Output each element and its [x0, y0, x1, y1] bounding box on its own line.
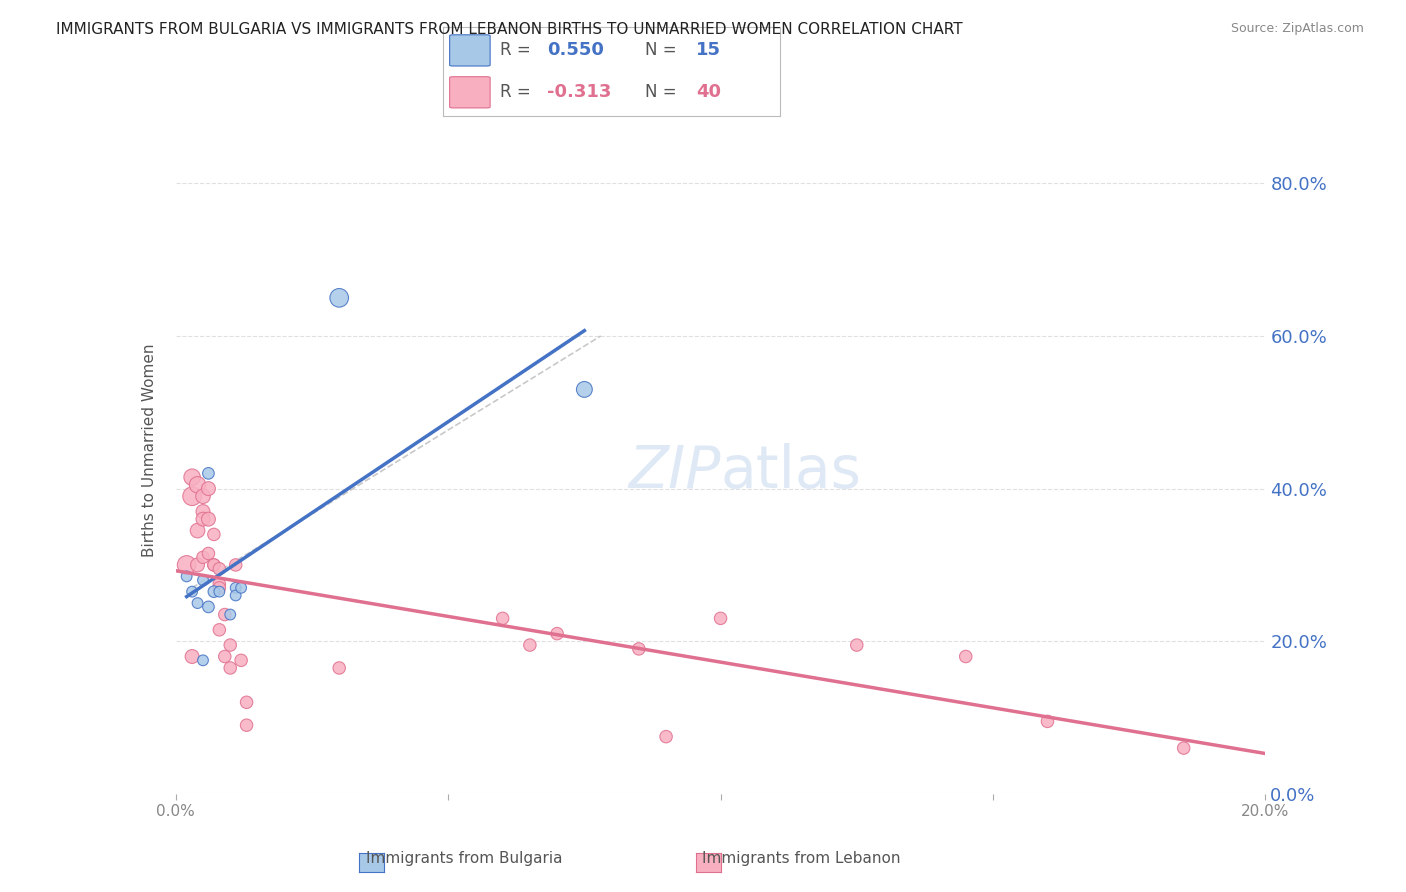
Y-axis label: Births to Unmarried Women: Births to Unmarried Women: [142, 343, 157, 558]
Text: Immigrants from Lebanon: Immigrants from Lebanon: [702, 851, 901, 865]
Point: [181, 649, 204, 664]
Point: [519, 638, 541, 652]
Point: [235, 695, 257, 709]
Point: [197, 467, 219, 481]
Point: [231, 653, 253, 667]
Point: [214, 649, 236, 664]
Point: [191, 504, 214, 518]
Point: [1173, 741, 1195, 756]
Point: [955, 649, 977, 664]
Text: -0.313: -0.313: [547, 83, 612, 102]
Point: [710, 611, 733, 625]
Point: [546, 626, 568, 640]
Point: [208, 577, 231, 591]
Text: Source: ZipAtlas.com: Source: ZipAtlas.com: [1230, 22, 1364, 36]
Point: [191, 512, 214, 526]
Point: [225, 581, 247, 595]
Point: [208, 581, 231, 595]
Point: [191, 653, 214, 667]
Point: [186, 477, 209, 491]
Point: [328, 291, 350, 305]
Point: [197, 512, 219, 526]
Point: [186, 596, 209, 610]
Point: [1036, 714, 1059, 729]
Text: IMMIGRANTS FROM BULGARIA VS IMMIGRANTS FROM LEBANON BIRTHS TO UNMARRIED WOMEN CO: IMMIGRANTS FROM BULGARIA VS IMMIGRANTS F…: [56, 22, 963, 37]
Point: [208, 562, 231, 576]
Text: 15: 15: [696, 41, 721, 60]
Point: [181, 584, 204, 599]
FancyBboxPatch shape: [450, 35, 491, 66]
Point: [186, 524, 209, 538]
Point: [208, 584, 231, 599]
Point: [627, 641, 650, 656]
Point: [235, 718, 257, 732]
Point: [231, 581, 253, 595]
Point: [225, 558, 247, 572]
Point: [225, 589, 247, 603]
Point: [492, 611, 515, 625]
Point: [655, 730, 678, 744]
Text: ZIP: ZIP: [628, 442, 721, 500]
Point: [181, 470, 204, 484]
Point: [191, 550, 214, 565]
Point: [202, 584, 225, 599]
Point: [191, 489, 214, 503]
Point: [219, 661, 242, 675]
Text: Immigrants from Bulgaria: Immigrants from Bulgaria: [366, 851, 562, 865]
Text: atlas: atlas: [721, 442, 862, 500]
FancyBboxPatch shape: [450, 77, 491, 108]
Point: [845, 638, 868, 652]
Point: [176, 558, 198, 572]
Point: [176, 569, 198, 583]
Text: R =: R =: [501, 83, 531, 102]
Point: [186, 558, 209, 572]
Point: [181, 489, 204, 503]
Text: N =: N =: [645, 83, 676, 102]
Point: [208, 623, 231, 637]
Text: 40: 40: [696, 83, 721, 102]
Point: [328, 661, 350, 675]
Text: N =: N =: [645, 41, 676, 60]
Point: [202, 527, 225, 541]
Point: [214, 607, 236, 622]
Text: R =: R =: [501, 41, 531, 60]
Point: [191, 573, 214, 587]
Point: [202, 558, 225, 572]
Point: [219, 638, 242, 652]
Text: 0.550: 0.550: [547, 41, 605, 60]
Point: [197, 482, 219, 496]
Point: [574, 383, 596, 397]
Point: [197, 546, 219, 561]
Point: [197, 599, 219, 614]
Point: [219, 607, 242, 622]
Point: [202, 558, 225, 572]
